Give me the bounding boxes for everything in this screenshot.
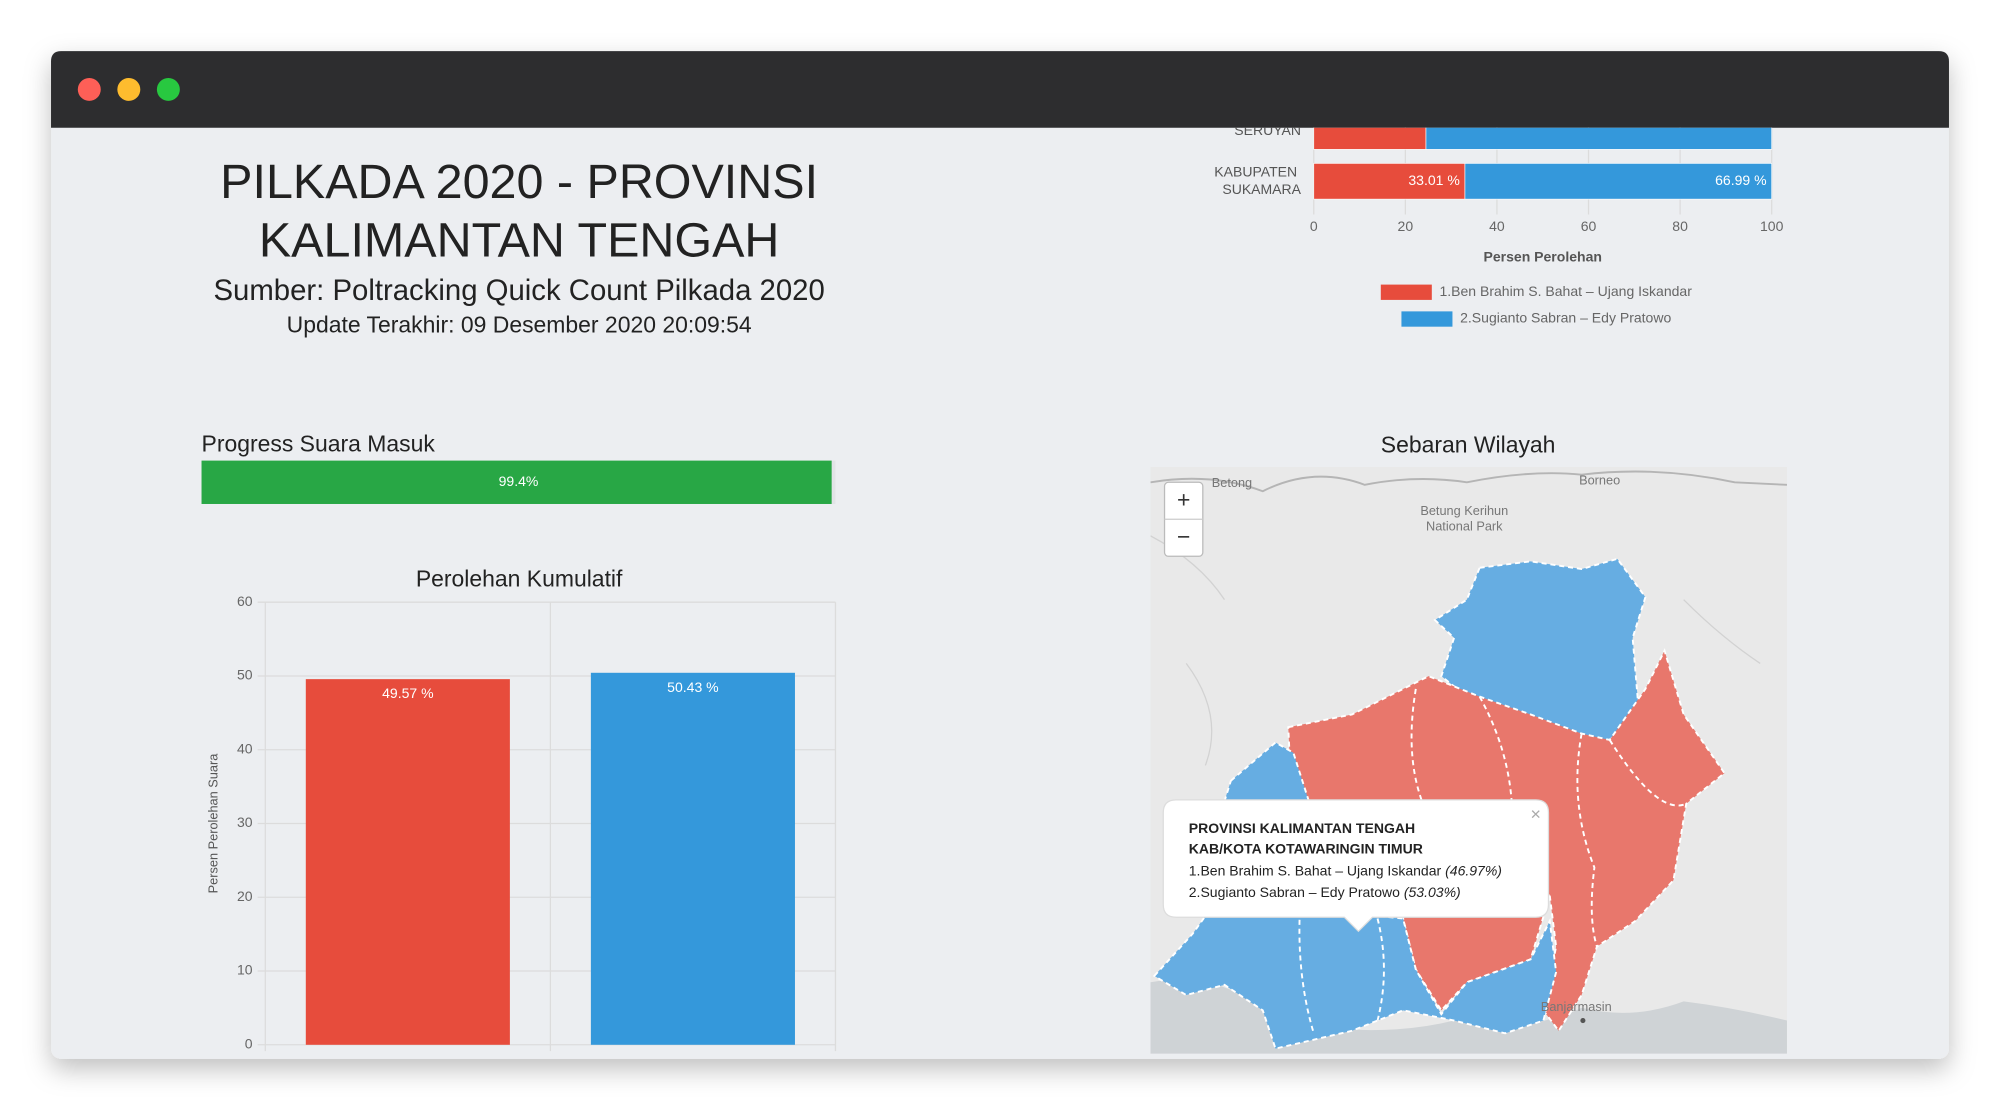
tooltip-close[interactable]: × [1531, 804, 1541, 824]
river [1150, 535, 1761, 766]
x-tick-label: 0 [1310, 218, 1318, 234]
minimize-dot[interactable] [117, 77, 141, 101]
category-label-line: KABUPATEN [1214, 163, 1301, 179]
map: Betong Borneo Betung Kerihun National Pa… [1150, 466, 1787, 1054]
tooltip-item: 2.Sugianto Sabran – Edy Pratowo (53.03%) [1189, 884, 1461, 900]
x-tick-label: 100 [1760, 218, 1784, 234]
zoom-in[interactable]: + [1177, 486, 1190, 512]
legend-label: 1.Ben Brahim S. Bahat – Ujang Iskandar [1439, 283, 1692, 299]
tooltip-box [1162, 799, 1550, 933]
title: PILKADA 2020 - PROVINSI [220, 155, 818, 209]
category-label: KABUPATEN SUKAMARA [1214, 163, 1301, 197]
place-label: Betong [1212, 475, 1252, 490]
city-dot [1580, 1018, 1586, 1024]
bar [590, 672, 795, 1045]
place-label: National Park [1426, 518, 1503, 533]
tooltip-heading: PROVINSI KALIMANTAN TENGAH [1189, 820, 1415, 836]
legend-label: 2.Sugianto Sabran – Edy Pratowo [1460, 310, 1671, 326]
legend-item: 2.Sugianto Sabran – Edy Pratowo [1401, 310, 1671, 327]
y-tick-label: 20 [237, 888, 253, 904]
close-dot[interactable] [77, 77, 101, 101]
place-label: Betung Kerihun [1420, 503, 1508, 518]
value-label: 49.57 % [382, 685, 433, 701]
zoom-control: + − [1163, 481, 1204, 557]
value-label: 50.43 % [667, 679, 718, 695]
y-tick-label: 0 [245, 1035, 253, 1051]
title-bar [51, 51, 1949, 128]
legend-swatch [1380, 284, 1432, 300]
tooltip-heading: KAB/KOTA KOTAWARINGIN TIMUR [1189, 840, 1423, 856]
progress-label: 99.4% [499, 473, 539, 489]
bar-segment [1464, 163, 1773, 200]
x-tick-label: 40 [1489, 218, 1505, 234]
legend-swatch [1401, 311, 1453, 327]
y-tick-label: 50 [237, 667, 253, 683]
map-title: Sebaran Wilayah [1381, 432, 1556, 458]
tooltip-item-text: 2.Sugianto Sabran – Edy Pratowo [1189, 884, 1400, 900]
y-tick-label: 30 [237, 814, 253, 830]
place-label: Borneo [1579, 472, 1620, 487]
value-label: 33.01 % [1408, 172, 1459, 188]
x-tick-label: 60 [1581, 218, 1597, 234]
progress-bar [201, 460, 832, 504]
y-tick-label: 60 [237, 593, 253, 609]
title: KALIMANTAN TENGAH [259, 214, 780, 268]
zoom-out[interactable]: − [1177, 523, 1190, 549]
tooltip-item: 1.Ben Brahim S. Bahat – Ujang Iskandar (… [1189, 862, 1502, 878]
updated: Update Terakhir: 09 Desember 2020 20:09:… [287, 312, 752, 338]
progress-title: Progress Suara Masuk [202, 430, 436, 456]
legend-item: 1.Ben Brahim S. Bahat – Ujang Iskandar [1380, 283, 1692, 300]
x-tick-label: 80 [1672, 218, 1688, 234]
source: Sumber: Poltracking Quick Count Pilkada … [213, 274, 824, 307]
value-label: 66.99 % [1715, 172, 1766, 188]
tooltip-item-share: (53.03%) [1404, 884, 1461, 900]
chart-title: Perolehan Kumulatif [416, 566, 623, 592]
bar-segment [1425, 127, 1773, 150]
x-tick-label: 20 [1398, 218, 1414, 234]
category-label-line: SUKAMARA [1222, 181, 1301, 197]
tooltip-item-share: (46.97%) [1445, 862, 1502, 878]
tooltip: × PROVINSI KALIMANTAN TENGAH KAB/KOTA KO… [1162, 799, 1550, 933]
bar-segment [1313, 163, 1466, 200]
y-axis-label: Persen Perolehan Suara [206, 753, 221, 894]
y-tick-label: 10 [237, 962, 253, 978]
category-label: SERUYAN [1234, 122, 1301, 138]
x-axis-label: Persen Perolehan [1484, 249, 1602, 265]
content: PILKADA 2020 - PROVINSI KALIMANTAN TENGA… [201, 122, 1787, 1054]
tooltip-item-text: 1.Ben Brahim S. Bahat – Ujang Iskandar [1189, 862, 1442, 878]
place-label: Banjarmasin [1541, 999, 1612, 1014]
bar [305, 679, 510, 1045]
y-tick-label: 40 [237, 740, 253, 756]
border [1150, 470, 1787, 493]
maximize-dot[interactable] [156, 77, 180, 101]
